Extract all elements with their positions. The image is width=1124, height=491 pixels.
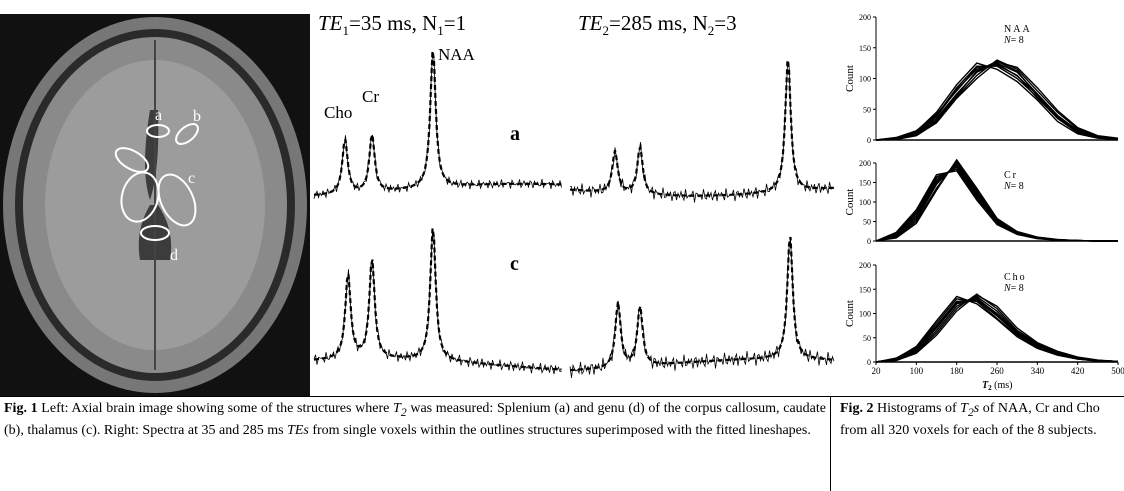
caption-text: was measured: Splenium (a) and genu (d) … [4, 401, 826, 439]
caption-text: T [960, 401, 968, 416]
y-tick-label: 0 [867, 136, 871, 145]
image-label: d [170, 247, 178, 264]
annotation-n-value: = 8 [1011, 181, 1024, 192]
caption-text: of NAA, Cr and Cho from all 320 voxels f… [840, 401, 1100, 439]
caption-text: Left: Axial brain image showing some of … [37, 401, 394, 416]
y-axis-label: Count [844, 189, 856, 216]
x-tick-label: 420 [1071, 366, 1085, 376]
y-tick-label: 0 [867, 358, 871, 367]
histogram-line [875, 163, 1118, 242]
histogram-line [875, 165, 1118, 242]
histogram-line [875, 170, 1118, 242]
spectrum-fit [313, 228, 562, 371]
annotation-n-value: = 8 [1011, 35, 1024, 46]
x-tick-label: 20 [872, 366, 882, 376]
annotation: N= 8 [1003, 181, 1024, 192]
spectra-header: TE1=35 ms, N1=1 [318, 11, 466, 38]
spectra [313, 50, 835, 379]
histogram-line [875, 297, 1119, 363]
image-label: c [188, 170, 195, 187]
annotation-n: N [1003, 181, 1012, 192]
y-tick-label: 100 [859, 198, 871, 207]
x-axis-label-part: 2 [988, 384, 992, 392]
spectrum-label: a [510, 123, 520, 145]
y-axis-label: Count [844, 65, 856, 92]
histogram-line [875, 62, 1119, 141]
caption-text: s [973, 401, 980, 416]
x-tick-label: 180 [950, 366, 964, 376]
figure: a b c d TE1=35 ms, N1=1 TE2=285 ms, N2=3… [0, 11, 1124, 396]
histogram-line [875, 161, 1118, 242]
spectrum-fit [569, 236, 835, 372]
annotation: Cr [1004, 170, 1018, 181]
spectrum-label: c [510, 253, 519, 275]
histogram-line [875, 64, 1119, 141]
y-tick-label: 0 [867, 237, 871, 246]
histogram-line [875, 61, 1119, 141]
x-tick-label: 260 [990, 366, 1004, 376]
y-tick-label: 50 [863, 334, 871, 343]
histogram-line [875, 158, 1118, 242]
annotation-n-value: = 8 [1011, 283, 1024, 294]
x-axis-label: T2 (ms) [982, 380, 1012, 392]
histogram-line [875, 159, 1118, 242]
image-label: b [193, 108, 201, 125]
spectrum-fit [313, 50, 562, 196]
spectrum-fit [569, 59, 835, 197]
y-axis-label: Count [844, 300, 856, 327]
x-axis-label-part: (ms) [992, 380, 1013, 391]
x-axis-label-part: T [982, 380, 989, 391]
caption-label: Fig. 1 [4, 401, 38, 416]
y-tick-label: 50 [863, 218, 871, 227]
annotation: N= 8 [1003, 35, 1024, 46]
caption-text: Histograms of [873, 401, 961, 416]
peak-label: NAA [438, 45, 476, 64]
caption-text: 2 [967, 405, 974, 419]
annotation: NAA [1004, 24, 1032, 35]
y-tick-label: 100 [859, 310, 871, 319]
y-tick-label: 150 [859, 179, 871, 188]
caption-text: TEs [287, 423, 309, 439]
histogram-line [875, 60, 1119, 141]
x-tick-label: 100 [910, 366, 924, 376]
caption-label: Fig. 2 [840, 401, 874, 416]
brain-image: a b c d [0, 14, 310, 396]
caption-text: 2 [400, 405, 407, 419]
y-tick-label: 200 [859, 261, 871, 270]
caption-text: T [393, 401, 401, 416]
peak-label: Cho [324, 103, 352, 122]
peak-label: Cr [362, 87, 379, 106]
histogram-line [875, 62, 1119, 141]
histogram-line [875, 62, 1119, 141]
histogram-line [875, 167, 1118, 242]
y-tick-label: 150 [859, 285, 871, 294]
caption: Fig. 1 Left: Axial brain image showing s… [0, 396, 831, 491]
y-tick-label: 200 [859, 159, 871, 168]
image-label: a [155, 107, 162, 124]
histogram-line [875, 59, 1119, 141]
y-tick-label: 150 [859, 44, 871, 53]
histogram-line [875, 294, 1119, 363]
y-tick-label: 100 [859, 75, 871, 84]
spectra-header: TE2=285 ms, N2=3 [578, 11, 737, 38]
x-tick-label: 500 [1111, 366, 1124, 376]
y-tick-label: 50 [863, 105, 871, 114]
annotation: N= 8 [1003, 283, 1024, 294]
annotation-n: N [1003, 35, 1012, 46]
x-tick-label: 340 [1031, 366, 1045, 376]
caption: Fig. 2 Histograms of T2s of NAA, Cr and … [831, 396, 1124, 491]
annotation: Cho [1004, 272, 1027, 283]
annotation-n: N [1003, 283, 1012, 294]
y-tick-label: 200 [859, 13, 871, 22]
histogram-line [875, 165, 1118, 242]
caption-text: from single voxels within the outlines s… [308, 423, 811, 439]
